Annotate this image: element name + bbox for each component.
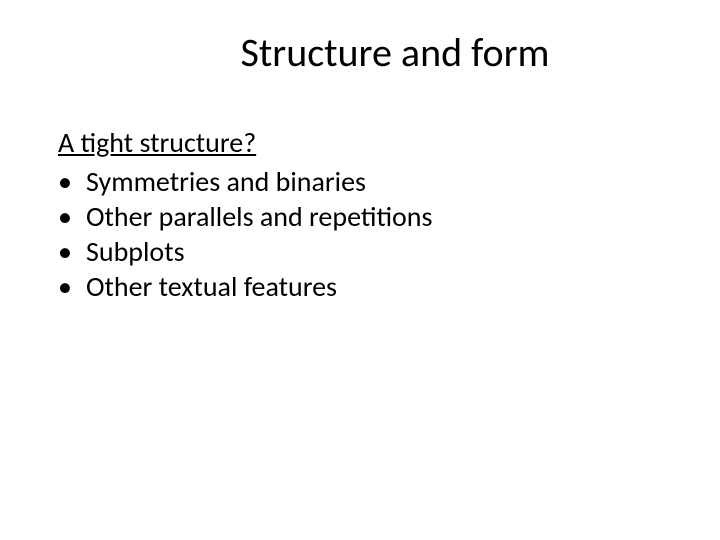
bullet-list: • Symmetries and binaries • Other parall… (58, 164, 670, 304)
bullet-text: Other textual features (86, 269, 337, 304)
bullet-text: Other parallels and repetitions (86, 199, 432, 234)
slide-title: Structure and form (120, 28, 670, 77)
slide-content: A tight structure? • Symmetries and bina… (50, 125, 670, 304)
list-item: • Subplots (58, 234, 670, 269)
bullet-text: Subplots (86, 234, 185, 269)
list-item: • Symmetries and binaries (58, 164, 670, 199)
bullet-icon: • (58, 269, 86, 304)
subheading: A tight structure? (58, 125, 670, 160)
bullet-text: Symmetries and binaries (86, 164, 366, 199)
bullet-icon: • (58, 199, 86, 234)
bullet-icon: • (58, 164, 86, 199)
list-item: • Other textual features (58, 269, 670, 304)
bullet-icon: • (58, 234, 86, 269)
slide-container: Structure and form A tight structure? • … (0, 0, 720, 540)
list-item: • Other parallels and repetitions (58, 199, 670, 234)
